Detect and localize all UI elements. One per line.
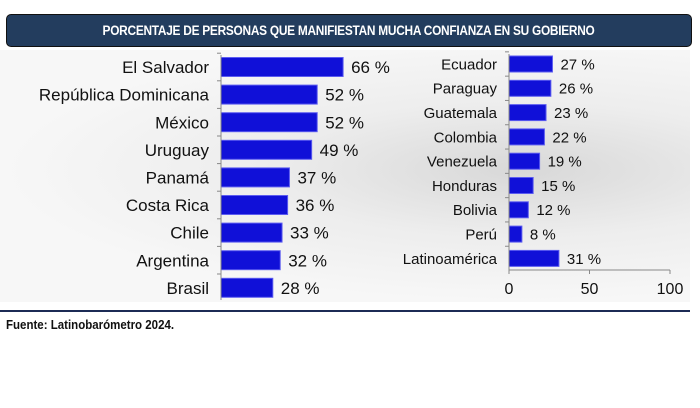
bar <box>220 139 313 160</box>
data-label: 22 % <box>552 129 586 146</box>
source-note: Fuente: Latinobarómetro 2024. <box>6 318 175 332</box>
bar <box>220 112 318 133</box>
category-label: Chile <box>170 224 209 243</box>
category-label: Costa Rica <box>126 196 210 215</box>
category-label: Guatemala <box>424 105 498 122</box>
chart-area: El Salvador 66 % República Dominicana 52 % M… <box>39 51 684 300</box>
data-label: 28 % <box>281 279 320 298</box>
divider <box>0 310 690 312</box>
bar <box>508 201 529 219</box>
bar <box>220 250 281 271</box>
data-label: 52 % <box>325 113 364 132</box>
bar <box>508 152 541 170</box>
bar <box>508 249 560 267</box>
bar <box>508 104 547 122</box>
x-tick-label: 50 <box>581 281 599 298</box>
category-label: Panamá <box>146 169 210 188</box>
data-label: 26 % <box>559 81 593 98</box>
category-label: Perú <box>465 227 497 244</box>
background-image <box>0 50 690 302</box>
data-label: 23 % <box>554 105 588 122</box>
category-label: México <box>155 113 209 132</box>
bar <box>508 55 553 73</box>
category-label: Latinoamérica <box>403 251 498 268</box>
bar <box>220 57 344 77</box>
category-label: Brasil <box>166 279 209 298</box>
bar <box>508 225 523 243</box>
title-text: PORCENTAJE DE PERSONAS QUE MANIFIESTAN M… <box>102 23 596 38</box>
data-label: 37 % <box>297 169 336 188</box>
bar <box>220 167 290 188</box>
x-tick-label: 100 <box>657 281 684 298</box>
data-label: 27 % <box>560 56 594 73</box>
bar <box>220 277 274 298</box>
category-label: Paraguay <box>433 81 498 98</box>
data-label: 31 % <box>567 251 601 268</box>
bar <box>220 195 289 215</box>
category-label: El Salvador <box>122 58 209 77</box>
category-label: Venezuela <box>427 154 498 171</box>
chart-title: PORCENTAJE DE PERSONAS QUE MANIFIESTAN M… <box>6 14 692 47</box>
category-label: Argentina <box>136 251 209 270</box>
data-label: 19 % <box>548 154 582 171</box>
bar <box>220 222 283 243</box>
category-label: Ecuador <box>441 56 497 73</box>
data-label: 52 % <box>325 86 364 105</box>
category-label: Bolivia <box>453 202 498 219</box>
category-label: República Dominicana <box>39 86 210 105</box>
x-tick-label: 0 <box>505 281 514 298</box>
category-label: Colombia <box>434 129 498 146</box>
data-label: 66 % <box>351 58 390 77</box>
bar <box>508 79 552 97</box>
data-label: 32 % <box>288 251 327 270</box>
data-label: 33 % <box>290 224 329 243</box>
data-label: 15 % <box>541 178 575 195</box>
data-label: 8 % <box>530 227 556 244</box>
data-label: 49 % <box>320 141 359 160</box>
bar <box>508 177 534 194</box>
category-label: Uruguay <box>145 141 210 160</box>
data-label: 12 % <box>536 202 570 219</box>
data-label: 36 % <box>296 196 335 215</box>
category-label: Honduras <box>432 178 497 195</box>
bar <box>220 84 318 105</box>
bar <box>508 128 545 146</box>
